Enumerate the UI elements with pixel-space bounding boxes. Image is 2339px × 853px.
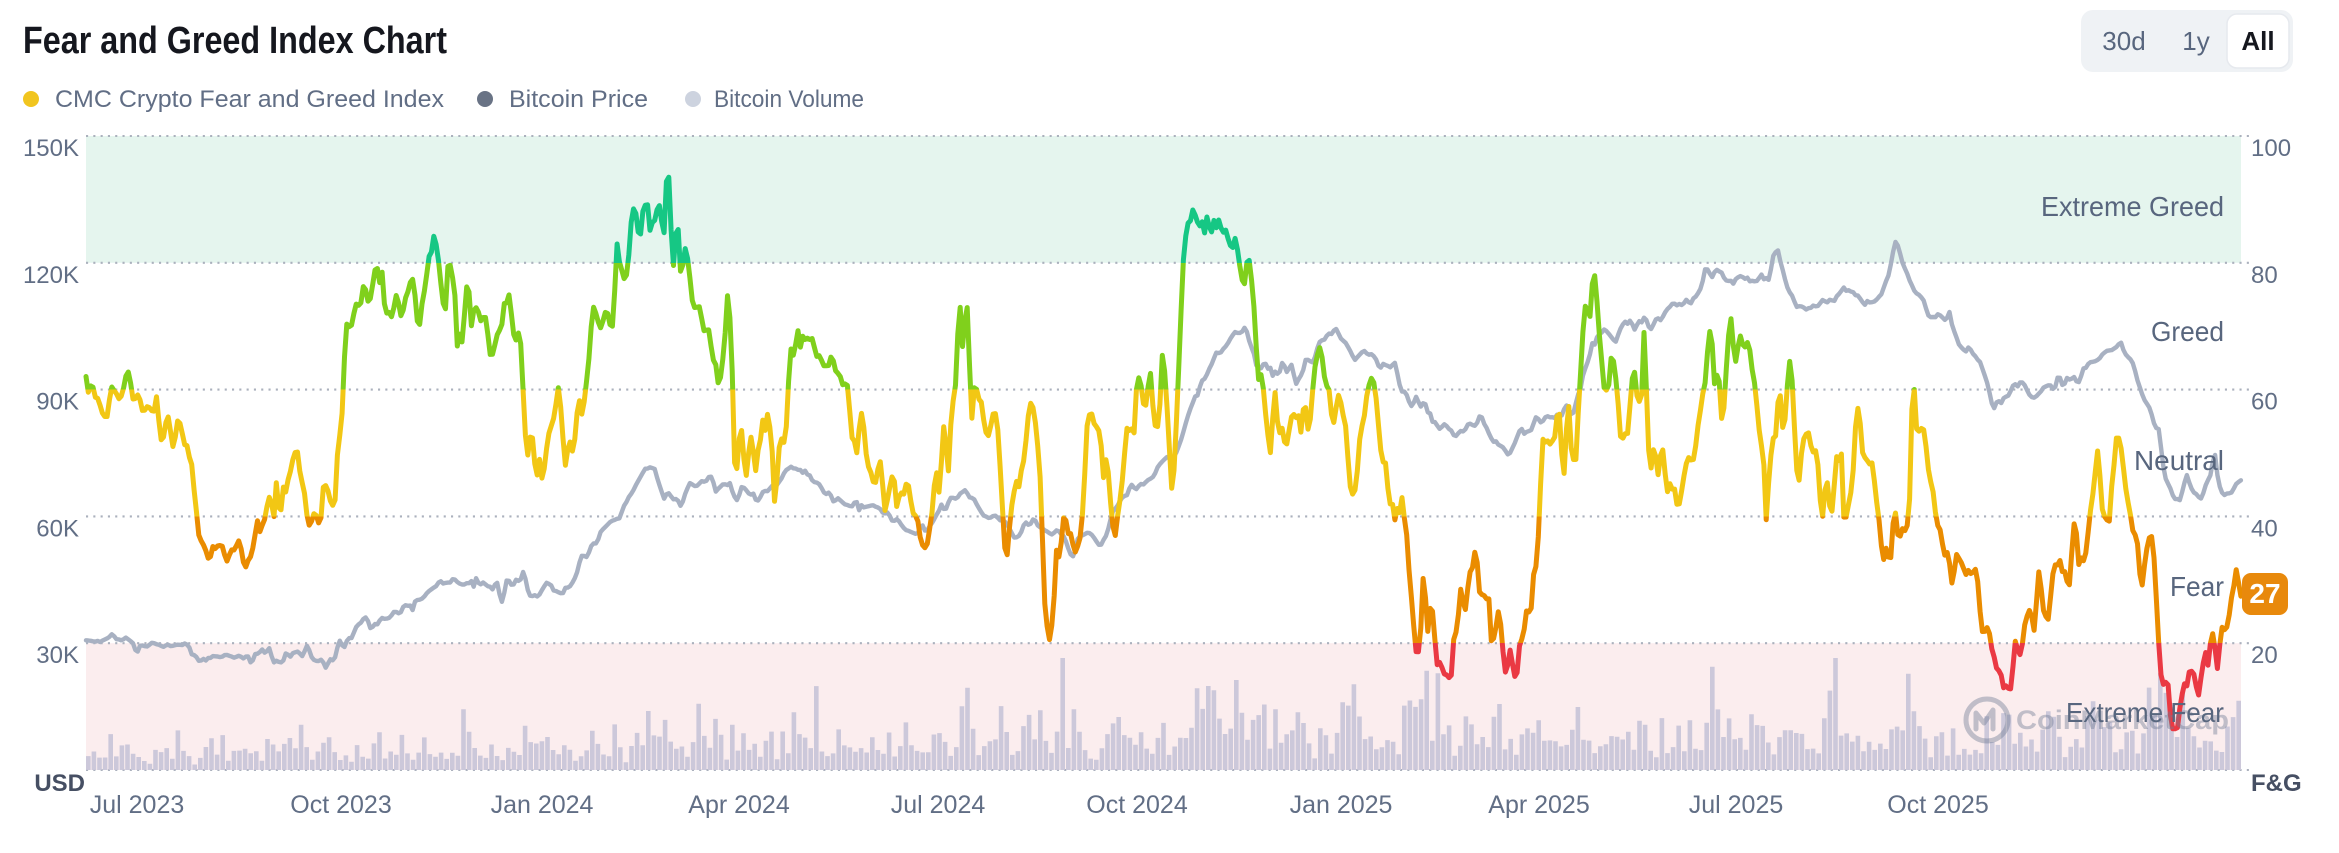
svg-text:60: 60 xyxy=(2251,389,2278,416)
svg-text:Jan 2024: Jan 2024 xyxy=(491,791,594,819)
svg-text:27: 27 xyxy=(2249,578,2280,609)
svg-text:USD: USD xyxy=(34,770,85,797)
svg-text:CMC Crypto Fear and Greed Inde: CMC Crypto Fear and Greed Index xyxy=(55,86,444,113)
svg-text:40: 40 xyxy=(2251,515,2278,542)
svg-text:Oct 2025: Oct 2025 xyxy=(1887,791,1988,819)
svg-text:60K: 60K xyxy=(36,515,79,542)
svg-text:Jul 2023: Jul 2023 xyxy=(90,791,185,819)
svg-text:Bitcoin Volume: Bitcoin Volume xyxy=(714,86,864,113)
svg-text:Fear and Greed Index Chart: Fear and Greed Index Chart xyxy=(23,20,447,62)
svg-text:Greed: Greed xyxy=(2151,316,2224,347)
svg-text:Extreme Greed: Extreme Greed xyxy=(2041,191,2224,222)
svg-text:150K: 150K xyxy=(23,135,79,162)
svg-text:F&G: F&G xyxy=(2251,770,2302,797)
svg-text:120K: 120K xyxy=(23,262,79,289)
svg-text:Jul 2025: Jul 2025 xyxy=(1689,791,1784,819)
svg-text:CoinMarketCap: CoinMarketCap xyxy=(2016,705,2229,735)
svg-text:20: 20 xyxy=(2251,642,2278,669)
svg-text:Neutral: Neutral xyxy=(2134,445,2224,476)
svg-text:90K: 90K xyxy=(36,389,79,416)
svg-text:Jan 2025: Jan 2025 xyxy=(1290,791,1393,819)
svg-text:All: All xyxy=(2241,26,2274,56)
svg-text:Apr 2024: Apr 2024 xyxy=(688,791,790,819)
svg-text:80: 80 xyxy=(2251,262,2278,289)
svg-text:Oct 2024: Oct 2024 xyxy=(1086,791,1188,819)
svg-text:30K: 30K xyxy=(36,642,79,669)
svg-text:Oct 2023: Oct 2023 xyxy=(290,791,391,819)
svg-text:1y: 1y xyxy=(2182,26,2209,56)
svg-text:Extreme Fear: Extreme Fear xyxy=(2066,697,2224,728)
svg-text:Jul 2024: Jul 2024 xyxy=(891,791,986,819)
svg-text:Fear: Fear xyxy=(2170,571,2224,602)
svg-text:Apr 2025: Apr 2025 xyxy=(1488,791,1589,819)
svg-text:30d: 30d xyxy=(2102,26,2145,56)
svg-text:100: 100 xyxy=(2251,135,2291,162)
svg-text:Bitcoin Price: Bitcoin Price xyxy=(509,86,648,113)
